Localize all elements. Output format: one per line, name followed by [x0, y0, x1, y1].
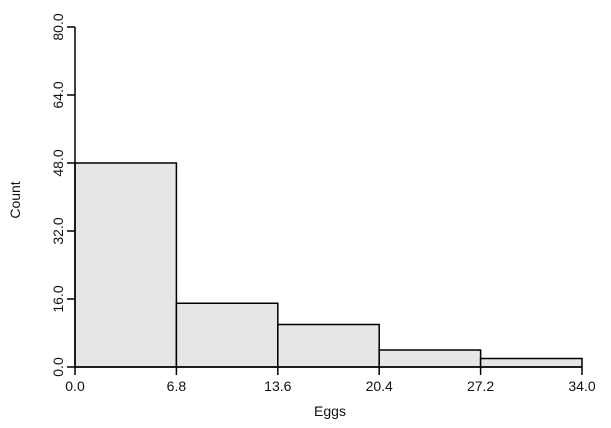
y-tick-label: 64.0 — [50, 81, 66, 108]
y-tick-label: 16.0 — [50, 285, 66, 312]
y-tick-label: 48.0 — [50, 149, 66, 176]
x-tick-label: 20.4 — [366, 378, 393, 394]
x-tick-label: 0.0 — [65, 378, 85, 394]
y-axis-label: Count — [7, 181, 23, 218]
x-tick-label: 27.2 — [467, 378, 494, 394]
x-axis-label: Eggs — [314, 403, 346, 419]
y-tick-label: 32.0 — [50, 217, 66, 244]
bar — [378, 349, 482, 368]
bar — [175, 302, 279, 368]
bar — [479, 357, 583, 368]
bar — [277, 323, 380, 368]
y-tick-label: 0.0 — [50, 357, 66, 377]
bar — [74, 162, 178, 368]
x-tick-label: 34.0 — [568, 378, 595, 394]
y-tick-label: 80.0 — [50, 13, 66, 40]
x-tick-label: 6.8 — [167, 378, 187, 394]
x-tick-label: 13.6 — [264, 378, 291, 394]
